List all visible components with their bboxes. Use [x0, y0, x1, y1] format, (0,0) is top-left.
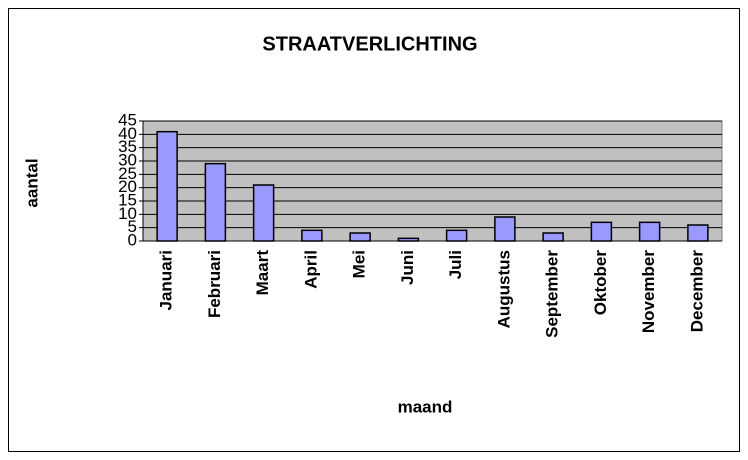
- y-tick-label: 20: [118, 177, 137, 196]
- bar: [445, 229, 468, 242]
- bar: [590, 221, 613, 242]
- x-tick-label: Mei: [350, 250, 369, 278]
- bar: [252, 184, 275, 242]
- x-tick-label: September: [543, 250, 562, 338]
- y-tick-label: 5: [128, 217, 137, 236]
- x-tick-label: Augustus: [494, 250, 513, 328]
- y-tick-label: 40: [118, 124, 137, 143]
- y-tick-label: 30: [118, 150, 137, 169]
- y-tick-label: 15: [118, 190, 137, 209]
- x-tick-label: Oktober: [591, 250, 610, 316]
- chart-title: STRAATVERLICHTING: [262, 33, 477, 55]
- bar: [349, 232, 371, 242]
- x-tick-label: Februari: [205, 250, 224, 318]
- x-tick-label: Januari: [157, 250, 176, 310]
- x-tick-label: April: [301, 250, 320, 289]
- y-tick-label: 35: [118, 137, 137, 156]
- bar: [687, 224, 709, 242]
- y-tick-label: 10: [118, 204, 137, 223]
- y-axis-label: aantal: [22, 158, 41, 207]
- x-axis-label: maand: [398, 397, 453, 416]
- x-tick-label: November: [639, 250, 658, 334]
- x-tick-label: December: [687, 250, 706, 333]
- y-tick-label: 0: [128, 230, 137, 249]
- x-tick-label: Maart: [253, 250, 272, 296]
- bar: [204, 162, 227, 242]
- bar: [638, 221, 661, 242]
- x-tick-label: Juli: [446, 250, 465, 279]
- bar: [542, 232, 564, 242]
- bar: [301, 229, 323, 242]
- y-tick-label: 45: [118, 110, 137, 129]
- y-tick-label: 25: [118, 164, 137, 183]
- bar: [494, 216, 516, 242]
- plot-area: [142, 120, 723, 242]
- bar: [156, 130, 178, 242]
- x-tick-label: Juni: [398, 250, 417, 285]
